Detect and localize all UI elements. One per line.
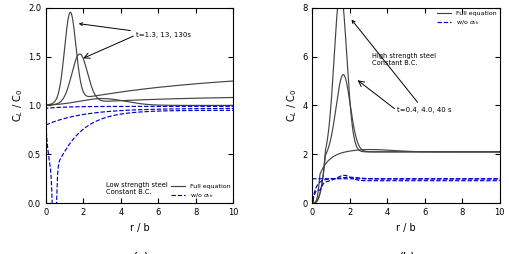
X-axis label: r / b: r / b [395, 223, 415, 233]
Legend: Full equation, w/o $\sigma_{kk}$: Full equation, w/o $\sigma_{kk}$ [171, 184, 230, 200]
Legend: Full equation, w/o $\sigma_{kk}$: Full equation, w/o $\sigma_{kk}$ [436, 11, 496, 27]
Y-axis label: C$_L$ / C$_0$: C$_L$ / C$_0$ [11, 89, 25, 122]
Y-axis label: C$_L$ / C$_0$: C$_L$ / C$_0$ [285, 89, 299, 122]
X-axis label: r / b: r / b [130, 223, 149, 233]
Text: High strength steel
Constant B.C.: High strength steel Constant B.C. [372, 53, 435, 66]
Text: t=1.3, 13, 130s: t=1.3, 13, 130s [79, 23, 190, 38]
Text: (a): (a) [131, 252, 148, 254]
Text: (b): (b) [397, 252, 414, 254]
Text: t=0.4, 4.0, 40 s: t=0.4, 4.0, 40 s [352, 20, 450, 113]
Text: Low strength steel
Constant B.C.: Low strength steel Constant B.C. [106, 182, 167, 195]
